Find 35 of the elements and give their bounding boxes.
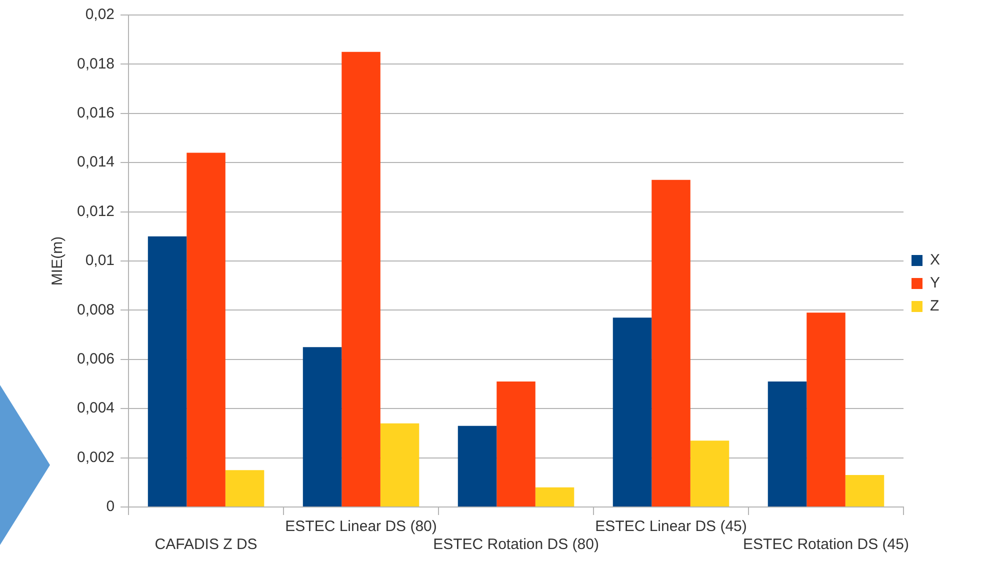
bar [342, 52, 380, 506]
x-tick-label: ESTEC Linear DS (80) [285, 518, 437, 536]
legend-label: Y [930, 274, 940, 292]
y-tick-label: 0,008 [76, 301, 115, 318]
x-tick-label: ESTEC Rotation DS (45) [743, 536, 909, 554]
bar [496, 382, 536, 506]
bar [380, 423, 420, 506]
x-tick-label: ESTEC Linear DS (45) [595, 518, 747, 536]
legend-label: X [930, 252, 940, 269]
bar [225, 470, 264, 506]
bar [535, 487, 574, 506]
bar [302, 347, 342, 506]
y-tick-label: 0,006 [76, 350, 115, 368]
x-tick-label: CAFADIS Z DS [154, 536, 258, 554]
bar [148, 236, 187, 506]
y-axis-title: MIE(m) [49, 236, 66, 286]
y-tick-label: 0,014 [76, 154, 115, 171]
bar [806, 312, 846, 506]
y-tick-label: 0,01 [85, 252, 115, 270]
y-tick-label: 0,018 [76, 55, 115, 72]
legend-label: Z [930, 298, 940, 315]
bar [768, 382, 807, 506]
y-tick-label: 0 [106, 498, 115, 516]
bar [458, 426, 497, 506]
y-tick-label: 0,012 [76, 202, 115, 220]
y-tick-label: 0,02 [85, 6, 115, 24]
bar [690, 440, 730, 506]
y-tick-label: 0,016 [76, 104, 115, 122]
y-tick-label: 0,002 [76, 448, 115, 466]
bar [612, 318, 652, 506]
bar [186, 152, 226, 506]
x-tick-label: ESTEC Rotation DS (80) [433, 536, 599, 554]
y-tick-label: 0,004 [76, 400, 115, 417]
bar [652, 180, 690, 506]
bar [845, 475, 884, 506]
